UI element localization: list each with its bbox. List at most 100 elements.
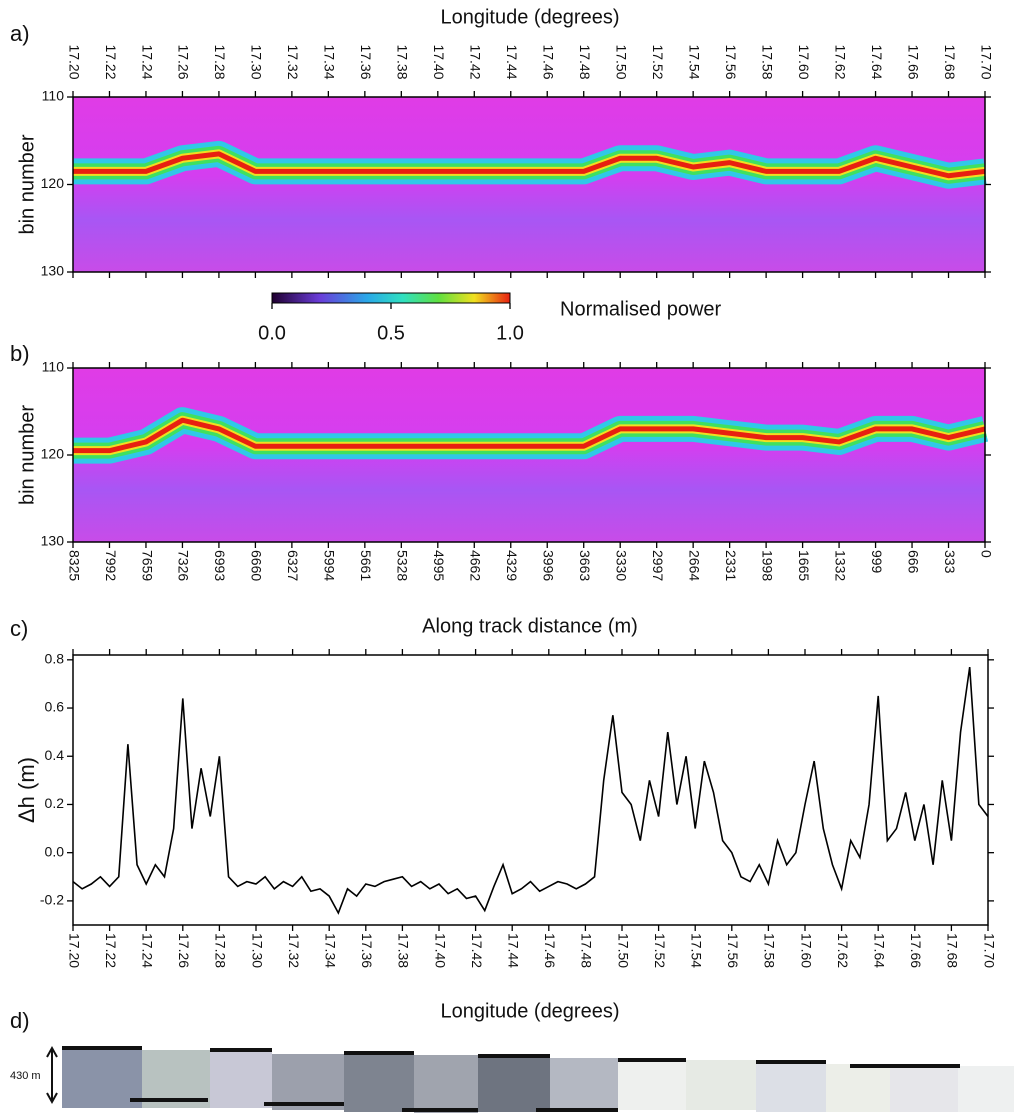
x-tick-label: 6993 [212, 550, 228, 581]
x-tick-label: 7326 [176, 550, 192, 581]
x-tick-label: 17.50 [615, 933, 631, 968]
x-tick-label: 4329 [504, 550, 520, 581]
x-tick-label: 17.62 [832, 44, 848, 79]
x-tick-label: 17.64 [869, 44, 885, 79]
x-tick-label: 17.64 [871, 933, 887, 968]
x-tick-label: 0 [978, 550, 994, 558]
x-tick-label: 17.58 [762, 933, 778, 968]
x-axis-label: Along track distance (m) [422, 615, 638, 637]
x-tick-label: 333 [942, 550, 958, 574]
x-tick-label: 17.30 [249, 933, 265, 968]
x-tick-label: 3663 [577, 550, 593, 581]
panel-label: a) [10, 21, 30, 46]
x-tick-label: 999 [869, 550, 885, 574]
y-tick-label: 110 [42, 88, 65, 104]
x-tick-label: 1332 [832, 550, 848, 581]
scale-label: 430 m [10, 1070, 41, 1082]
x-tick-label: 17.54 [686, 44, 702, 79]
y-axis-label: bin number [16, 405, 38, 505]
x-tick-label: 17.28 [213, 933, 229, 968]
x-tick-label: 17.62 [835, 933, 851, 968]
x-tick-label: 5328 [395, 550, 411, 581]
x-axis-label: Longitude (degrees) [440, 6, 619, 28]
x-tick-label: 17.68 [942, 44, 958, 79]
y-tick-label: 130 [41, 533, 65, 549]
x-tick-label: 5994 [322, 550, 338, 581]
x-tick-label: 17.56 [725, 933, 741, 968]
x-tick-label: 2331 [723, 550, 739, 581]
x-tick-label: 17.44 [504, 44, 520, 79]
x-tick-label: 3996 [541, 550, 557, 581]
x-tick-label: 1665 [796, 550, 812, 581]
y-tick-label: 0.6 [45, 699, 65, 715]
x-tick-label: 17.24 [139, 933, 155, 968]
plot-frame [72, 654, 989, 926]
x-tick-label: 3330 [613, 550, 629, 581]
x-tick-label: 2997 [650, 550, 666, 581]
colorbar [271, 292, 511, 304]
x-tick-label: 17.66 [905, 44, 921, 79]
x-tick-label: 17.44 [505, 933, 521, 968]
x-tick-label: 17.20 [66, 933, 82, 968]
y-axis-label: bin number [16, 134, 38, 234]
x-tick-label: 17.38 [395, 44, 411, 79]
x-tick-label: 17.32 [286, 933, 302, 968]
x-tick-label: 17.32 [285, 44, 301, 79]
x-tick-label: 6660 [249, 550, 265, 581]
y-tick-label: 0.2 [45, 795, 65, 811]
x-tick-label: 17.52 [652, 933, 668, 968]
y-axis-label: Δh (m) [14, 757, 39, 823]
x-tick-label: 1998 [759, 550, 775, 581]
x-tick-label: 17.68 [945, 933, 961, 968]
x-tick-label: 7992 [103, 550, 119, 581]
y-tick-label: 130 [41, 263, 65, 279]
x-tick-label: 17.38 [396, 933, 412, 968]
x-tick-label: 17.42 [469, 933, 485, 968]
x-tick-label: 7659 [139, 550, 155, 581]
panel-label: d) [10, 1008, 30, 1033]
x-tick-label: 666 [905, 550, 921, 574]
x-tick-label: 17.30 [249, 44, 265, 79]
power-band [73, 417, 986, 454]
x-tick-label: 17.40 [431, 44, 447, 79]
x-tick-label: 17.56 [723, 44, 739, 79]
x-tick-label: 17.48 [577, 44, 593, 79]
x-tick-label: 8325 [66, 550, 82, 581]
x-tick-label: 17.70 [978, 44, 994, 79]
y-tick-label: 0.0 [45, 843, 65, 859]
x-tick-label: 17.34 [322, 44, 338, 79]
x-tick-label: 17.36 [359, 933, 375, 968]
x-tick-label: 17.60 [796, 44, 812, 79]
x-tick-label: 17.22 [103, 933, 119, 968]
colorbar-tick-label: 1.0 [496, 322, 524, 344]
y-tick-label: 120 [41, 175, 65, 191]
x-tick-label: 17.28 [212, 44, 228, 79]
x-tick-label: 17.34 [322, 933, 338, 968]
panel-label: c) [10, 616, 28, 641]
y-tick-label: 120 [41, 446, 65, 462]
x-tick-label: 17.22 [103, 44, 119, 79]
x-tick-label: 17.58 [759, 44, 775, 79]
x-tick-label: 6327 [285, 550, 301, 581]
x-tick-label: 17.24 [139, 44, 155, 79]
x-tick-label: 2664 [686, 550, 702, 581]
y-tick-label: 0.4 [45, 747, 65, 763]
x-tick-label: 17.46 [541, 44, 557, 79]
x-tick-label: 17.60 [798, 933, 814, 968]
x-tick-label: 17.54 [688, 933, 704, 968]
x-tick-label: 4662 [468, 550, 484, 581]
y-tick-label: 0.8 [45, 651, 65, 667]
colorbar-tick-label: 0.0 [258, 322, 286, 344]
x-tick-label: 17.26 [176, 933, 192, 968]
x-tick-label: 4995 [431, 550, 447, 581]
heatmap-background [73, 97, 985, 272]
x-tick-label: 17.20 [66, 44, 82, 79]
x-tick-label: 17.46 [542, 933, 558, 968]
x-tick-label: 17.36 [358, 44, 374, 79]
x-tick-label: 17.48 [579, 933, 595, 968]
colorbar-tick-label: 0.5 [377, 322, 405, 344]
x-tick-label: 17.52 [650, 44, 666, 79]
colorbar-title: Normalised power [560, 298, 722, 320]
x-tick-label: 17.26 [176, 44, 192, 79]
